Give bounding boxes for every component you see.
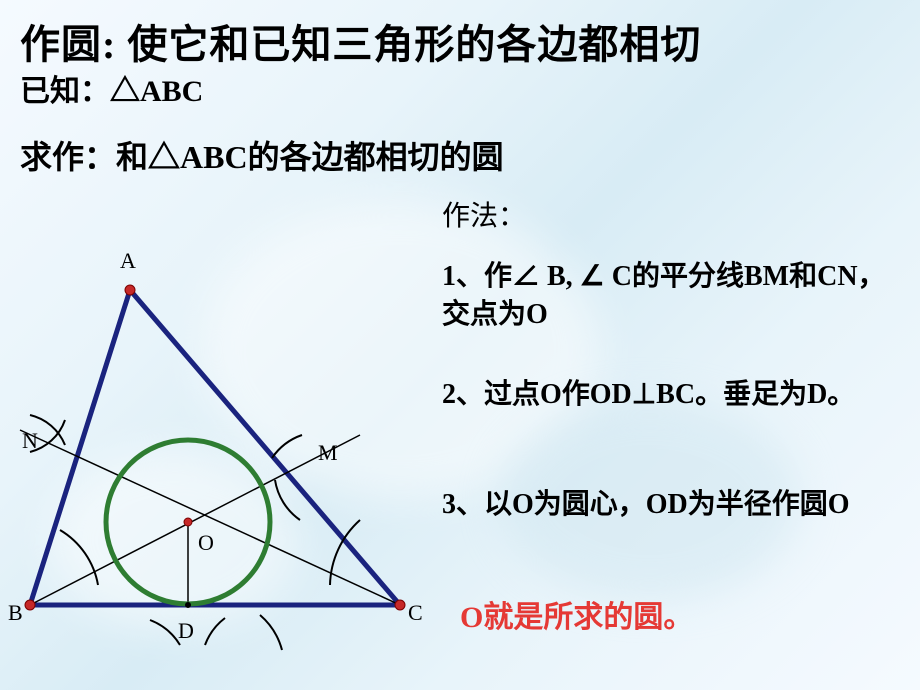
svg-text:D: D [178, 618, 194, 643]
step-2: 2、过点O作OD⊥BC。垂足为D。 [442, 376, 902, 414]
diagram-svg: A B C D O M N [0, 220, 440, 660]
given-text: 已知：△ABC [20, 66, 203, 110]
step-3: 3、以O为圆心，OD为半径作圆O [442, 486, 902, 524]
svg-text:N: N [22, 428, 38, 453]
svg-text:A: A [120, 248, 136, 273]
geometry-diagram: A B C D O M N [0, 220, 440, 660]
step-1: 1、作∠ B, ∠ C的平分线BM和CN，交点为O [442, 258, 902, 334]
svg-text:C: C [408, 600, 423, 625]
seek-text: 求作：和△ABC的各边都相切的圆 [20, 132, 504, 178]
svg-text:O: O [198, 530, 214, 555]
page-title: 作圆: 使它和已知三角形的各边都相切 [20, 12, 701, 70]
conclusion-text: O就是所求的圆。 [460, 592, 693, 636]
svg-text:B: B [8, 600, 23, 625]
svg-text:M: M [318, 440, 338, 465]
method-label: 作法： [442, 194, 526, 234]
